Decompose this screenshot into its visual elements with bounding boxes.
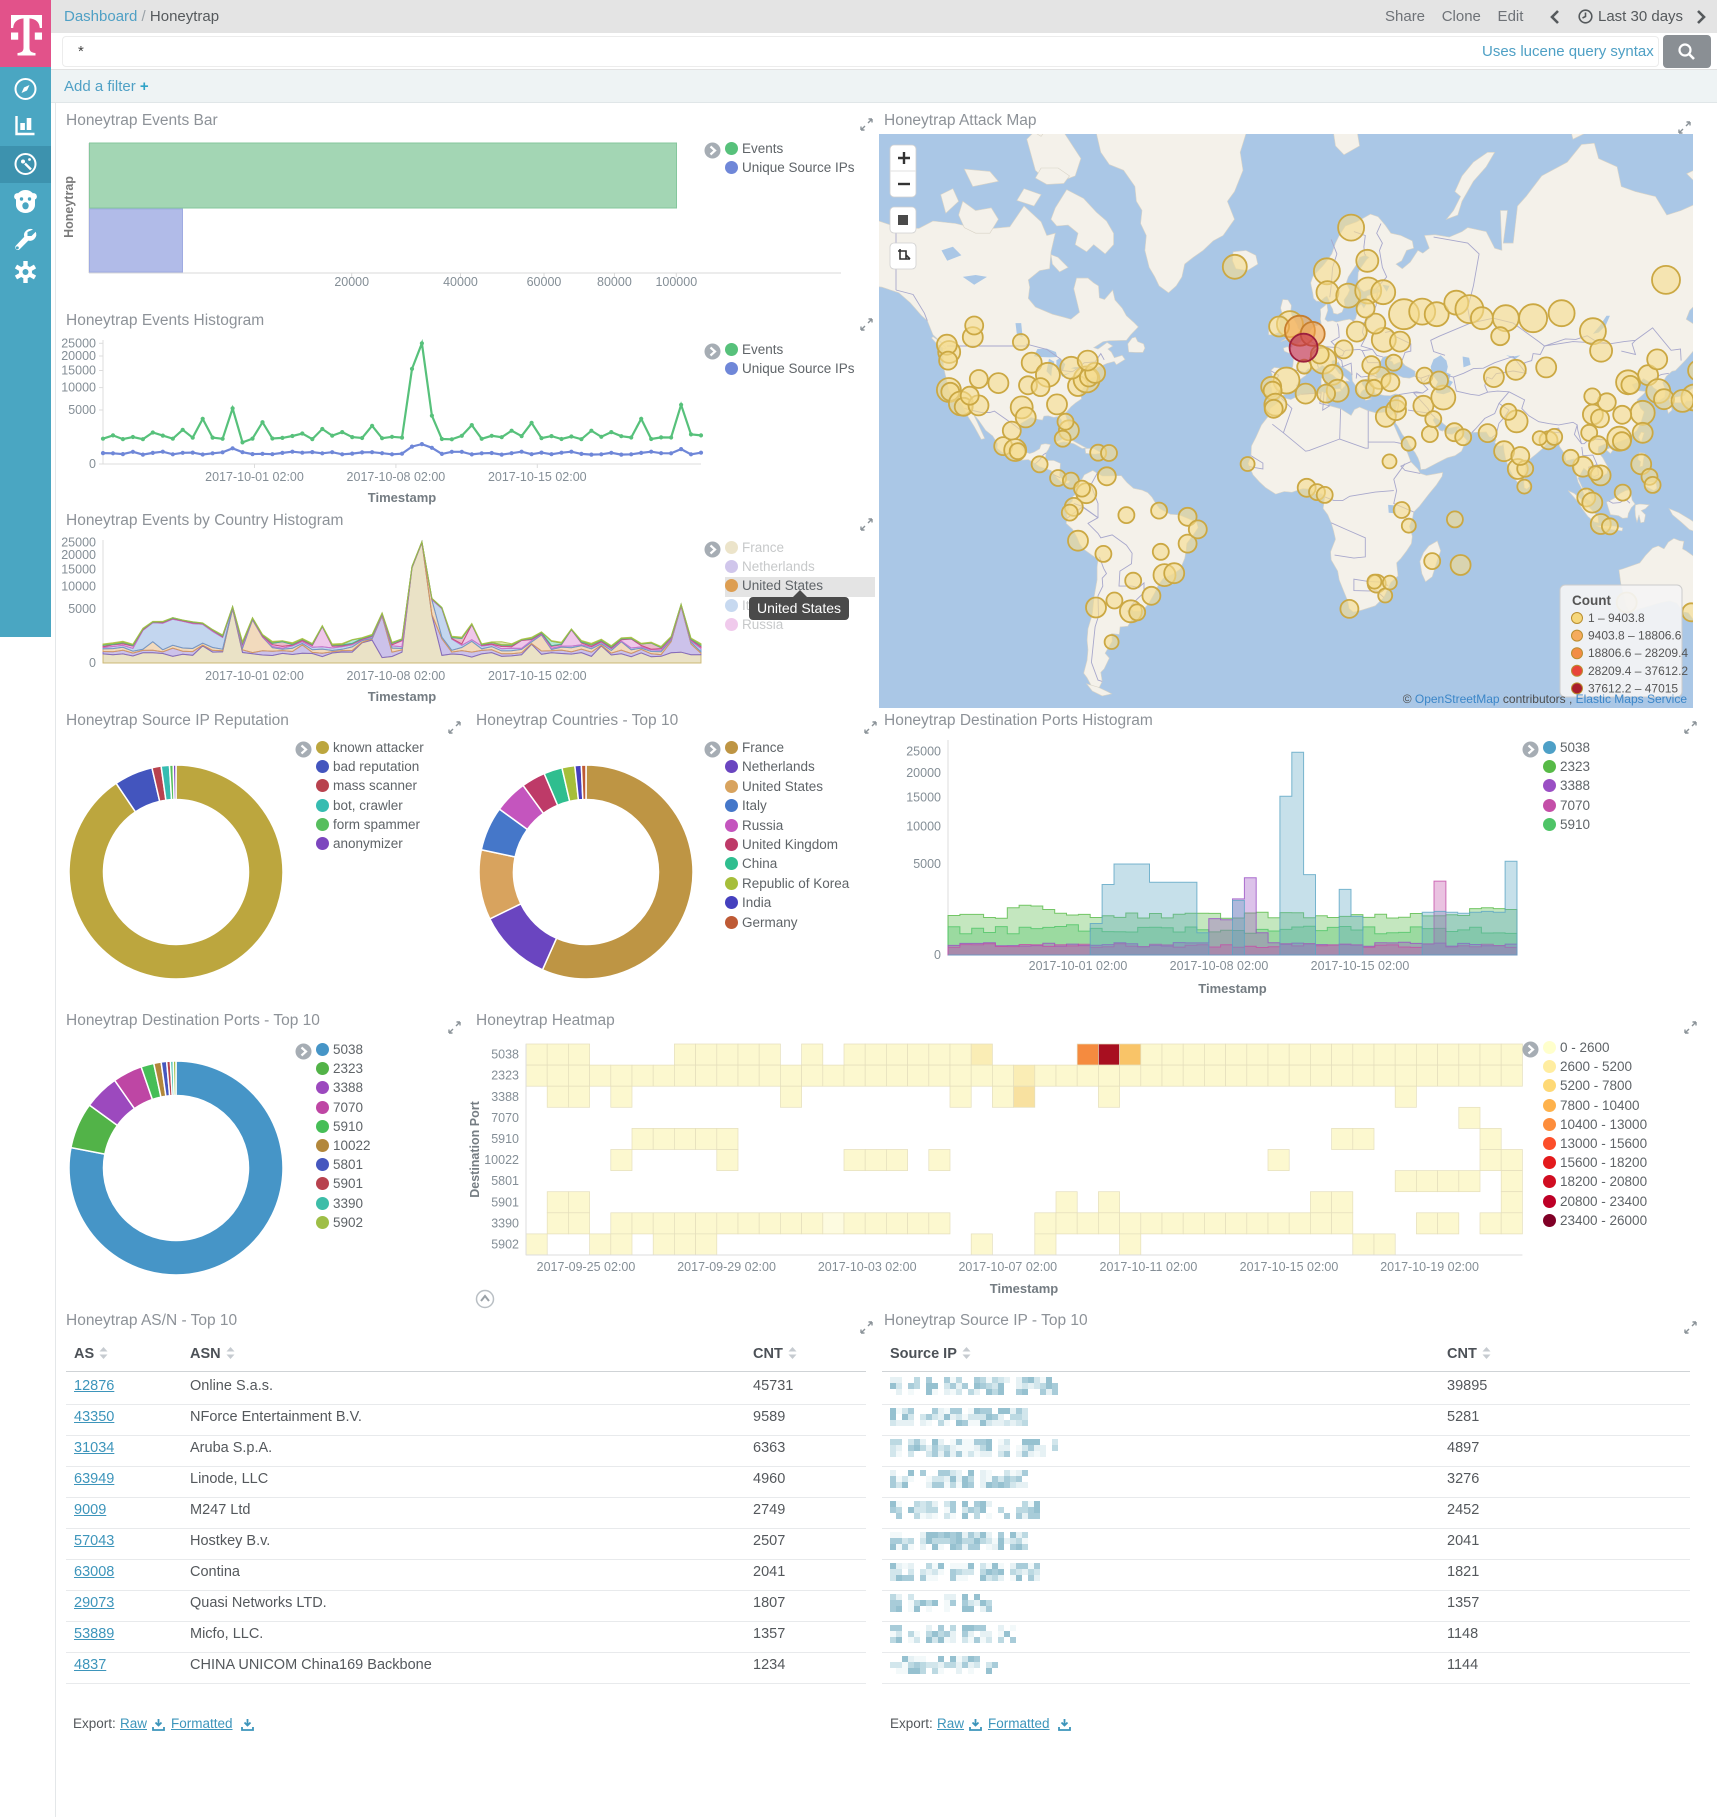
svg-text:10000: 10000 <box>61 580 96 594</box>
svg-text:25000: 25000 <box>61 336 96 350</box>
svg-text:60000: 60000 <box>527 275 562 289</box>
svg-text:2017-10-19 02:00: 2017-10-19 02:00 <box>1380 1260 1479 1274</box>
svg-text:2017-10-15 02:00: 2017-10-15 02:00 <box>1311 959 1410 973</box>
svg-text:2017-09-25 02:00: 2017-09-25 02:00 <box>537 1260 636 1274</box>
svg-text:2017-09-29 02:00: 2017-09-29 02:00 <box>677 1260 776 1274</box>
svg-text:2017-10-08 02:00: 2017-10-08 02:00 <box>1170 959 1269 973</box>
svg-text:15000: 15000 <box>61 364 96 378</box>
svg-text:9403.8 – 18806.6: 9403.8 – 18806.6 <box>1588 629 1682 643</box>
svg-text:2017-10-15 02:00: 2017-10-15 02:00 <box>488 470 587 484</box>
svg-text:0: 0 <box>934 948 941 962</box>
svg-text:Timestamp: Timestamp <box>368 689 436 704</box>
svg-text:20000: 20000 <box>61 548 96 562</box>
svg-text:1 – 9403.8: 1 – 9403.8 <box>1588 611 1645 625</box>
svg-text:5901: 5901 <box>491 1195 519 1209</box>
svg-text:Honeytrap: Honeytrap <box>62 176 76 238</box>
svg-text:2017-10-07 02:00: 2017-10-07 02:00 <box>958 1260 1057 1274</box>
svg-text:7070: 7070 <box>491 1111 519 1125</box>
svg-text:Timestamp: Timestamp <box>990 1281 1058 1296</box>
svg-text:2017-10-08 02:00: 2017-10-08 02:00 <box>347 669 446 683</box>
svg-text:15000: 15000 <box>906 790 941 804</box>
svg-text:2017-10-15 02:00: 2017-10-15 02:00 <box>1240 1260 1339 1274</box>
svg-text:5038: 5038 <box>491 1048 519 1062</box>
svg-text:2017-10-01 02:00: 2017-10-01 02:00 <box>205 470 304 484</box>
svg-text:3390: 3390 <box>491 1216 519 1230</box>
svg-text:2017-10-03 02:00: 2017-10-03 02:00 <box>818 1260 917 1274</box>
svg-text:25000: 25000 <box>61 535 96 549</box>
svg-text:5000: 5000 <box>68 403 96 417</box>
svg-text:2017-10-08 02:00: 2017-10-08 02:00 <box>347 470 446 484</box>
svg-text:20000: 20000 <box>334 275 369 289</box>
svg-text:2017-10-01 02:00: 2017-10-01 02:00 <box>205 669 304 683</box>
svg-text:5902: 5902 <box>491 1238 519 1252</box>
svg-text:40000: 40000 <box>443 275 478 289</box>
svg-text:10022: 10022 <box>484 1153 519 1167</box>
svg-text:2323: 2323 <box>491 1069 519 1083</box>
svg-text:Timestamp: Timestamp <box>1198 981 1266 996</box>
svg-text:0: 0 <box>89 656 96 670</box>
svg-text:10000: 10000 <box>906 819 941 833</box>
svg-text:37612.2 – 47015: 37612.2 – 47015 <box>1588 681 1678 695</box>
svg-text:10000: 10000 <box>61 381 96 395</box>
svg-text:Count: Count <box>1572 593 1611 608</box>
svg-text:80000: 80000 <box>597 275 632 289</box>
svg-text:3388: 3388 <box>491 1090 519 1104</box>
svg-text:Timestamp: Timestamp <box>368 490 436 505</box>
svg-text:2017-10-01 02:00: 2017-10-01 02:00 <box>1029 959 1128 973</box>
svg-text:15000: 15000 <box>61 563 96 577</box>
svg-text:0: 0 <box>89 457 96 471</box>
svg-text:100000: 100000 <box>655 275 697 289</box>
svg-text:2017-10-11 02:00: 2017-10-11 02:00 <box>1100 1260 1198 1274</box>
svg-text:18806.6 – 28209.4: 18806.6 – 28209.4 <box>1588 646 1688 660</box>
svg-text:20000: 20000 <box>906 766 941 780</box>
svg-text:© OpenStreetMap contributors ,: © OpenStreetMap contributors , Elastic M… <box>1403 692 1688 706</box>
svg-text:5000: 5000 <box>68 602 96 616</box>
svg-text:5801: 5801 <box>491 1174 519 1188</box>
svg-text:20000: 20000 <box>61 349 96 363</box>
svg-text:2017-10-15 02:00: 2017-10-15 02:00 <box>488 669 587 683</box>
svg-text:Destination Port: Destination Port <box>468 1100 482 1197</box>
svg-text:28209.4 – 37612.2: 28209.4 – 37612.2 <box>1588 664 1688 678</box>
svg-text:5910: 5910 <box>491 1132 519 1146</box>
svg-text:5000: 5000 <box>913 857 941 871</box>
svg-text:25000: 25000 <box>906 745 941 759</box>
